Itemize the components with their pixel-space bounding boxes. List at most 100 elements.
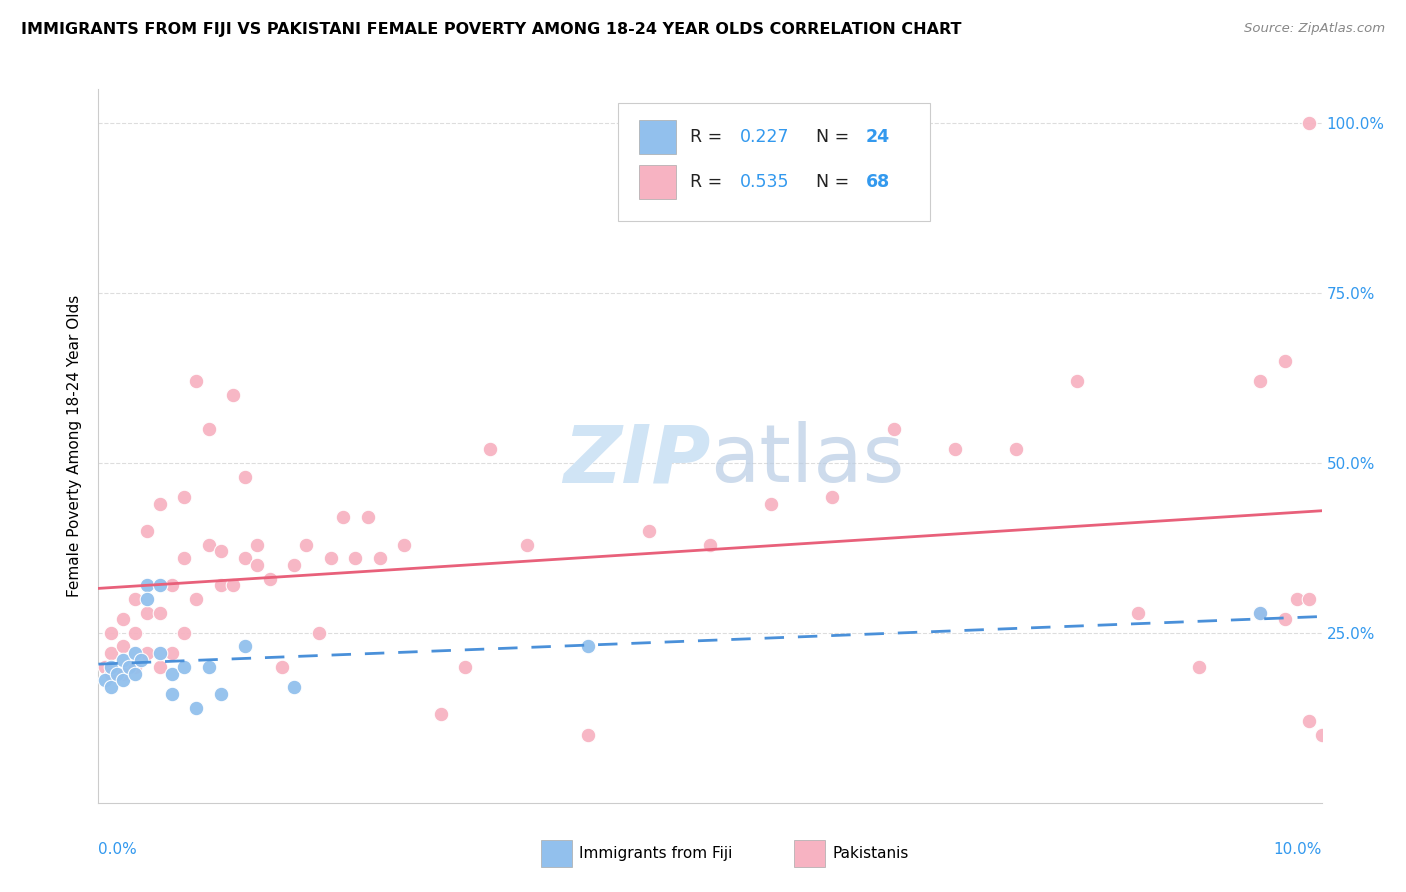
Point [344,551,367,566]
Point [209,578,232,592]
Point [1128,606,1150,620]
Point [124,660,146,674]
Point [295,537,318,551]
Point [1286,591,1309,606]
Point [105,666,128,681]
Point [173,660,195,674]
Point [173,551,195,566]
Point [160,578,183,592]
Point [332,510,354,524]
Point [1274,612,1296,626]
Point [209,687,232,701]
Point [209,544,232,558]
Text: 10.0%: 10.0% [1274,842,1322,857]
Point [149,646,172,660]
Text: N =: N = [817,128,855,146]
Point [186,700,208,714]
Point [821,490,844,504]
Point [1298,714,1320,729]
Point [149,578,172,592]
Text: N =: N = [817,173,855,191]
Point [111,666,134,681]
Point [124,646,146,660]
Text: Pakistanis: Pakistanis [832,847,908,861]
Point [93,673,115,688]
Point [1188,660,1211,674]
Point [1249,606,1271,620]
Point [1004,442,1026,457]
Point [233,469,256,483]
Point [222,578,245,592]
Point [478,442,501,457]
Point [186,591,208,606]
Text: R =: R = [690,128,728,146]
Text: ZIP: ZIP [562,421,710,500]
Text: 0.0%: 0.0% [98,842,138,857]
Text: IMMIGRANTS FROM FIJI VS PAKISTANI FEMALE POVERTY AMONG 18-24 YEAR OLDS CORRELATI: IMMIGRANTS FROM FIJI VS PAKISTANI FEMALE… [21,22,962,37]
Point [136,524,159,538]
Point [1298,591,1320,606]
Point [430,707,453,722]
Point [197,422,219,436]
Point [124,626,146,640]
Point [124,666,146,681]
Point [111,653,134,667]
Point [246,537,269,551]
Point [283,680,305,694]
Point [100,626,122,640]
Point [516,537,538,551]
Point [160,646,183,660]
Point [943,442,966,457]
Point [111,640,134,654]
Point [100,666,122,681]
Text: 68: 68 [865,173,890,191]
Point [576,728,599,742]
Point [1249,375,1271,389]
Point [319,551,342,566]
Point [160,687,183,701]
Point [1310,728,1333,742]
FancyBboxPatch shape [640,120,676,154]
Text: R =: R = [690,173,728,191]
Point [197,660,219,674]
Point [222,388,245,402]
Text: 0.227: 0.227 [740,128,789,146]
Point [160,666,183,681]
Point [100,660,122,674]
Point [233,551,256,566]
Point [1249,606,1271,620]
Point [1274,354,1296,368]
Point [637,524,661,538]
Point [368,551,391,566]
Text: atlas: atlas [710,421,904,500]
Text: Immigrants from Fiji: Immigrants from Fiji [579,847,733,861]
Point [576,640,599,654]
Point [246,558,269,572]
Point [233,640,256,654]
Point [356,510,378,524]
FancyBboxPatch shape [640,165,676,199]
Y-axis label: Female Poverty Among 18-24 Year Olds: Female Poverty Among 18-24 Year Olds [67,295,83,597]
Point [1066,375,1088,389]
Point [136,646,159,660]
Point [186,375,208,389]
Point [283,558,305,572]
Point [100,646,122,660]
Text: 0.535: 0.535 [740,173,789,191]
Point [1298,116,1320,130]
Point [197,537,219,551]
Point [111,612,134,626]
Point [129,653,152,667]
Text: Source: ZipAtlas.com: Source: ZipAtlas.com [1244,22,1385,36]
Point [454,660,477,674]
Point [149,497,172,511]
Point [136,591,159,606]
Point [308,626,330,640]
Point [392,537,416,551]
Text: 24: 24 [865,128,890,146]
Point [699,537,721,551]
Point [883,422,905,436]
Point [149,606,172,620]
Point [118,660,141,674]
Point [270,660,292,674]
